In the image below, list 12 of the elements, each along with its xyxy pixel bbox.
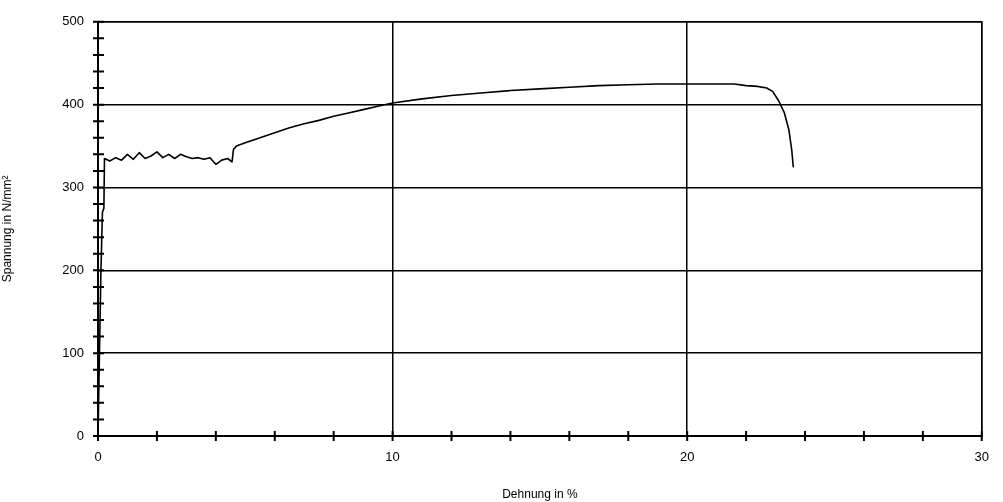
y-tick-label: 200 [62, 261, 84, 277]
x-tick-label: 10 [385, 449, 400, 465]
y-tick-label: 0 [76, 427, 84, 443]
y-tick-label: 100 [62, 344, 84, 360]
x-axis-title: Dehnung in % [502, 487, 578, 502]
x-tick-label: 20 [679, 449, 695, 465]
x-tick-label: 30 [974, 449, 989, 465]
y-axis-title: Spannung in N/mm² [0, 175, 14, 283]
y-tick-label: 400 [62, 96, 84, 112]
y-tick-label: 300 [62, 179, 84, 195]
y-tick-label: 500 [62, 13, 84, 29]
x-tick-label: 0 [94, 449, 102, 465]
